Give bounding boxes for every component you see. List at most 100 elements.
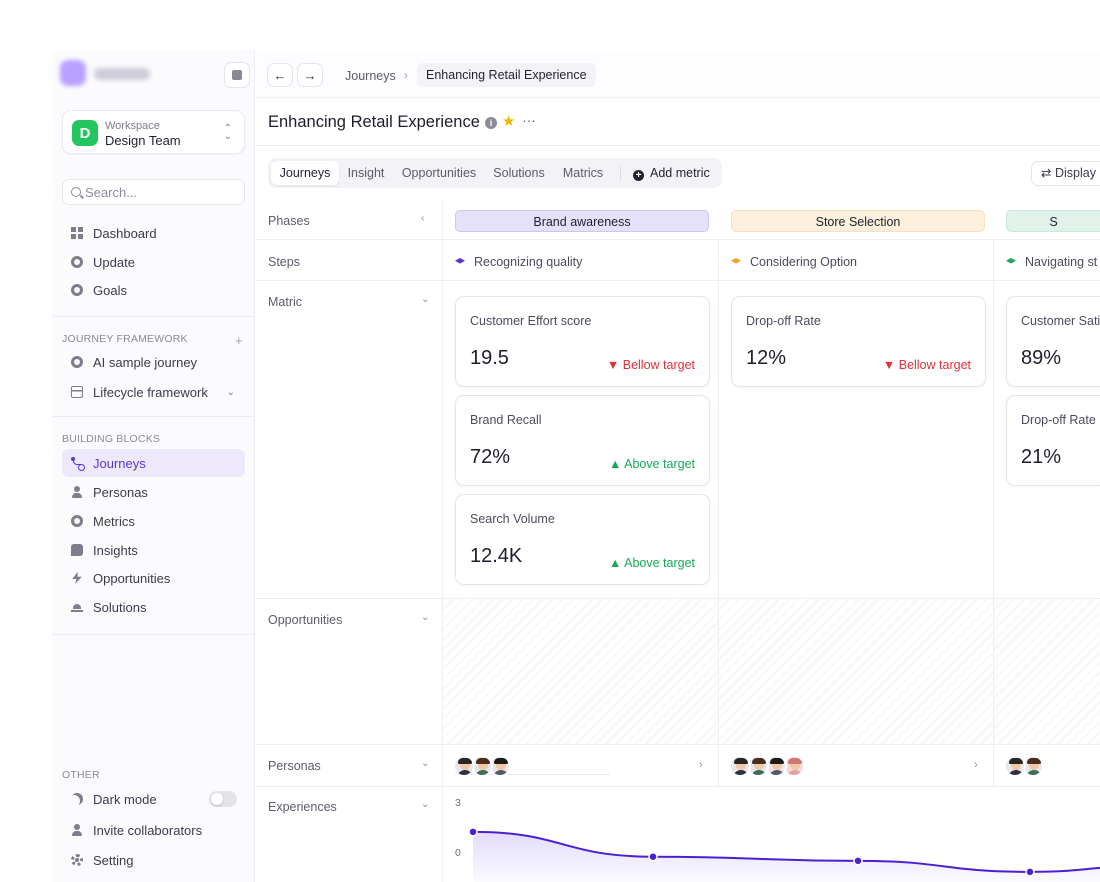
grid-line <box>256 598 1100 599</box>
display-label: Display <box>1054 166 1096 180</box>
nav-update[interactable]: Update <box>62 248 245 276</box>
y-tick-label: 3 <box>455 797 461 809</box>
row-label-opportunities: Opportunities <box>268 613 343 627</box>
experience-point[interactable] <box>468 827 478 837</box>
nav-dark-mode[interactable]: Dark mode <box>62 785 245 813</box>
journey-icon <box>71 457 85 471</box>
step-label[interactable]: Considering Option <box>731 255 857 269</box>
app-logo-text <box>94 68 150 80</box>
metric-card[interactable]: Brand Recall 72% ▲ Above target <box>455 395 710 486</box>
metric-card[interactable]: Drop-off Rate 12% ▼ Bellow target <box>731 296 986 387</box>
experience-point[interactable] <box>648 851 658 862</box>
experience-chart <box>468 827 1100 882</box>
phase-pill[interactable]: Brand awareness <box>455 210 709 232</box>
search-icon <box>71 187 81 197</box>
tab-solutions[interactable]: Solutions <box>493 166 545 180</box>
nav-metrics[interactable]: Metrics <box>62 507 245 535</box>
star-icon[interactable]: ★ <box>502 113 516 130</box>
sidebar-collapse-button[interactable] <box>224 62 250 88</box>
breadcrumb-current: Enhancing Retail Experience <box>417 63 596 87</box>
row-label-personas: Personas <box>268 759 321 773</box>
nav-personas[interactable]: Personas <box>62 478 245 506</box>
back-button[interactable]: ← <box>267 63 293 87</box>
arrow-right-icon: → <box>303 67 317 83</box>
metric-value: 12.4K <box>470 545 523 567</box>
nav-lifecycle-framework[interactable]: Lifecycle framework ⌄ <box>62 378 245 406</box>
metric-card[interactable]: Customer Effort score 19.5 ▼ Bellow targ… <box>455 296 710 387</box>
grid-line <box>442 200 443 882</box>
phase-pill[interactable]: Store Selection <box>731 210 985 232</box>
plus-icon: + <box>633 170 644 181</box>
tab-opportunities[interactable]: Opportunities <box>401 166 477 180</box>
info-icon[interactable]: i <box>485 117 497 129</box>
metric-card[interactable]: Customer Satis 89% <box>1006 296 1100 387</box>
nav-ai-sample-journey[interactable]: AI sample journey <box>62 348 245 376</box>
experience-point[interactable] <box>1025 867 1035 877</box>
tab-insight[interactable]: Insight <box>347 166 385 180</box>
opportunity-empty-area[interactable] <box>443 599 718 744</box>
grid-line <box>256 744 1100 745</box>
chevron-down-icon[interactable]: ⌄ <box>421 294 430 305</box>
chevron-down-icon[interactable]: ⌄ <box>421 612 430 623</box>
nav-invite-collaborators[interactable]: Invite collaborators <box>62 816 245 844</box>
metric-card[interactable]: Search Volume 12.4K ▲ Above target <box>455 494 710 585</box>
metric-status-text: Bellow target <box>898 358 971 372</box>
grid-line <box>256 786 1100 787</box>
add-framework-icon[interactable]: + <box>235 333 243 348</box>
ai-icon <box>71 356 83 368</box>
persona-avatar[interactable] <box>453 755 475 777</box>
arrow-left-icon: ← <box>273 67 287 83</box>
nav-label: AI sample journey <box>93 354 198 370</box>
more-icon[interactable]: ··· <box>522 112 536 128</box>
metric-title: Brand Recall <box>470 413 542 427</box>
row-label-matric: Matric <box>268 295 303 309</box>
opportunity-empty-area[interactable] <box>994 599 1100 744</box>
nav-label: Invite collaborators <box>93 822 203 838</box>
nav-insights[interactable]: Insights <box>62 536 245 564</box>
search-input[interactable] <box>85 183 235 201</box>
nav-goals[interactable]: Goals <box>62 276 245 304</box>
chevron-down-icon: ⌄ <box>226 386 235 398</box>
dark-mode-toggle[interactable] <box>209 791 237 807</box>
nav-dashboard[interactable]: Dashboard <box>62 219 245 247</box>
nav-opportunities[interactable]: Opportunities <box>62 564 245 592</box>
nav-label: Dashboard <box>93 225 157 241</box>
experience-point[interactable] <box>853 856 863 866</box>
chevron-down-icon[interactable]: ⌄ <box>421 758 430 769</box>
step-label[interactable]: Recognizing quality <box>455 255 582 269</box>
nav-journeys[interactable]: Journeys <box>62 449 245 477</box>
forward-button[interactable]: → <box>297 63 323 87</box>
divider <box>620 166 621 180</box>
step-text: Recognizing quality <box>474 255 583 269</box>
persona-avatar[interactable] <box>1004 755 1026 777</box>
metric-value: 72% <box>470 446 511 468</box>
metric-card[interactable]: Drop-off Rate 21% <box>1006 395 1100 486</box>
display-button[interactable]: ⇄ Display <box>1031 161 1100 186</box>
nav-label: Opportunities <box>93 570 171 586</box>
tab-matrics[interactable]: Matrics <box>562 166 604 180</box>
nav-setting[interactable]: Setting <box>62 846 245 874</box>
chevron-left-icon[interactable]: ‹ <box>421 213 425 224</box>
search-box[interactable] <box>62 179 245 205</box>
opportunity-empty-area[interactable] <box>719 599 993 744</box>
step-label[interactable]: Navigating st <box>1006 255 1100 269</box>
phase-pill[interactable]: S <box>1006 210 1100 232</box>
workspace-switcher[interactable]: D Workspace Design Team ⌃ ⌄ <box>62 110 245 154</box>
workspace-name: Design Team <box>105 133 181 148</box>
nav-solutions[interactable]: Solutions <box>62 593 245 621</box>
chevron-down-icon[interactable]: ⌄ <box>421 799 430 810</box>
divider <box>52 316 255 317</box>
invite-icon <box>71 824 83 836</box>
chevron-right-icon[interactable]: › <box>974 759 978 771</box>
chevron-right-icon[interactable]: › <box>699 759 703 771</box>
metric-status: ▼ Bellow target <box>606 358 695 372</box>
persona-avatar[interactable] <box>729 755 751 777</box>
bolt-icon <box>72 572 82 584</box>
add-metric-button[interactable]: + Add metric <box>633 161 710 185</box>
breadcrumb-journeys[interactable]: Journeys <box>345 69 396 83</box>
layers-icon <box>455 258 465 264</box>
tab-journeys[interactable]: Journeys <box>271 161 339 185</box>
metrics-icon <box>71 515 83 527</box>
metric-status: ▲ Above target <box>608 556 695 570</box>
nav-label: Goals <box>93 282 127 298</box>
